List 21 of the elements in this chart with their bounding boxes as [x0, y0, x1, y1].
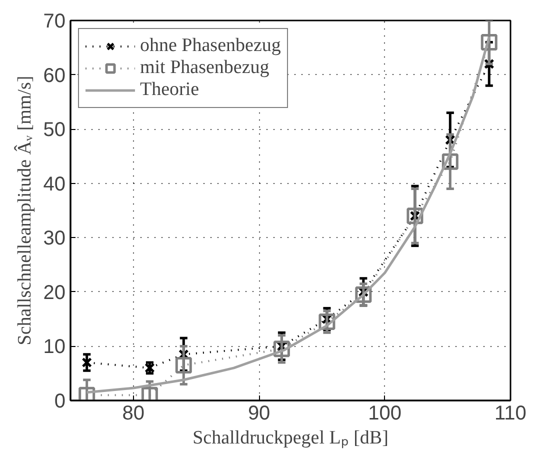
x-tick-label: 80: [122, 402, 144, 424]
x-tick-label: 100: [368, 402, 402, 424]
x-tick-label: 90: [248, 402, 270, 424]
legend-label: Theorie: [140, 79, 200, 101]
y-tick-label: 40: [43, 173, 66, 196]
point: [82, 357, 92, 368]
point: [480, 34, 498, 50]
x-axis-title: Schalldruckpegel Lₚ [dB]: [192, 428, 388, 448]
point: [273, 340, 290, 358]
y-tick-label: 10: [43, 336, 66, 358]
y-tick-label: 20: [43, 282, 66, 304]
y-tick-label: 0: [54, 390, 66, 412]
y-tick-label: 30: [43, 228, 66, 250]
y-axis-title: Schallschnelleamplitude Âᵥ [mm/s]: [13, 76, 36, 346]
point: [175, 356, 192, 374]
y-tick-label: 60: [43, 64, 66, 87]
legend-label: ohne Phasenbezug: [140, 35, 281, 57]
y-tick-label: 50: [43, 119, 66, 142]
x-tick-label: 110: [494, 402, 526, 424]
legend-label: mit Phasenbezug: [140, 57, 270, 79]
y-tick-label: 70: [43, 10, 66, 32]
